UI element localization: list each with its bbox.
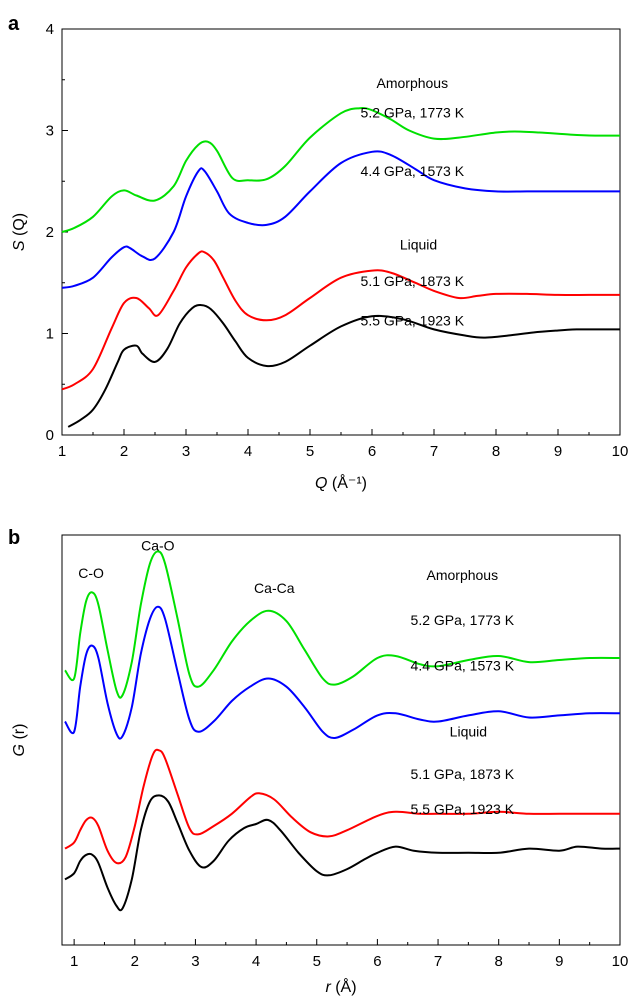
panel-a-x-tick-label: 9 (554, 443, 562, 460)
panel-a-x-tick-label: 5 (306, 443, 314, 460)
panel-a-label: a (8, 13, 20, 35)
panel-b-x-tick-label: 10 (612, 953, 629, 970)
panel-a-x-tick-label: 3 (182, 443, 190, 460)
panel-a-x-tick-label: 2 (120, 443, 128, 460)
panel-a-series-line-black (67, 304, 620, 428)
panel-b-annotation: 5.1 GPa, 1873 K (411, 766, 515, 782)
panel-b: b 1 2 3 4 5 6 7 8 9 10 C-O Ca-O Ca-Ca Amorphous 5.2 G… (8, 527, 628, 996)
panel-a-annotation: 5.5 GPa, 1923 K (361, 312, 465, 328)
panel-b-x-tick-label: 8 (495, 953, 503, 970)
panel-b-annotation: 5.5 GPa, 1923 K (411, 801, 515, 817)
panel-b-series-line-black (64, 794, 621, 912)
panel-b-series-line-red (64, 748, 620, 865)
panel-b-x-tick-label: 7 (434, 953, 442, 970)
panel-b-plot-frame (61, 534, 621, 946)
panel-b-x-tick-label: 5 (313, 953, 321, 970)
panel-b-annotation: Ca-Ca (254, 580, 295, 596)
panel-a-series-line-red (61, 250, 620, 391)
panel-a-annotation: 5.2 GPa, 1773 K (361, 104, 465, 120)
panel-b-annotations: C-O Ca-O Ca-Ca Amorphous 5.2 GPa, 1773 K 4.4 … (78, 538, 514, 817)
panel-a-annotation: Amorphous (377, 75, 449, 91)
panel-a-y-tick-label: 3 (46, 123, 54, 140)
panel-b-x-tick-label: 3 (191, 953, 199, 970)
panel-a-lines (61, 107, 621, 428)
panel-a-plot-frame (61, 28, 621, 436)
panel-b-x-tick-label: 2 (131, 953, 139, 970)
panel-a-annotation: 5.1 GPa, 1873 K (361, 273, 465, 289)
panel-a-x-tick-label: 6 (368, 443, 376, 460)
panel-b-annotation: Liquid (450, 724, 487, 740)
panel-a-x-tick-label: 8 (492, 443, 500, 460)
panel-b-annotation: Amorphous (427, 567, 499, 583)
panel-b-series-line-blue (64, 605, 621, 740)
panel-b-y-axis-title: G (r) (11, 724, 28, 757)
panel-a-series-line-blue (61, 150, 620, 289)
panel-a-y-tick-label: 2 (46, 224, 54, 241)
panel-b-annotation: 4.4 GPa, 1573 K (411, 657, 515, 673)
panel-b-x-axis-title: r (Å) (325, 977, 356, 996)
panel-a-x-tick-label: 10 (612, 443, 629, 460)
panel-b-ticks: 1 2 3 4 5 6 7 8 9 10 (70, 939, 628, 970)
panel-a-series-line-green (61, 107, 621, 233)
panel-b-label: b (8, 527, 20, 549)
panel-a-annotations: Amorphous 5.2 GPa, 1773 K 4.4 GPa, 1573 K L… (361, 75, 465, 329)
panel-a-y-axis-title: S (Q) (11, 213, 28, 251)
panel-a-y-tick-label: 4 (46, 21, 54, 38)
panel-a-y-tick-label: 1 (46, 326, 54, 343)
panel-b-annotation: 5.2 GPa, 1773 K (411, 612, 515, 628)
panel-a-x-axis-title: Q (Å⁻¹) (315, 473, 367, 492)
panel-a-annotation: Liquid (400, 236, 437, 252)
panel-a-x-tick-label: 7 (430, 443, 438, 460)
panel-a-y-tick-label: 0 (46, 427, 54, 444)
panel-b-lines (64, 550, 621, 912)
panel-b-annotation: C-O (78, 565, 104, 581)
panel-b-x-tick-label: 1 (70, 953, 78, 970)
panel-b-x-tick-label: 6 (373, 953, 381, 970)
panel-a-x-tick-label: 1 (58, 443, 66, 460)
panel-b-x-tick-label: 9 (555, 953, 563, 970)
panel-b-annotation: Ca-O (141, 538, 175, 554)
panel-a-x-tick-label: 4 (244, 443, 252, 460)
panel-b-series-line-green (64, 550, 621, 699)
panel-a-annotation: 4.4 GPa, 1573 K (361, 163, 465, 179)
panel-b-x-tick-label: 4 (252, 953, 260, 970)
